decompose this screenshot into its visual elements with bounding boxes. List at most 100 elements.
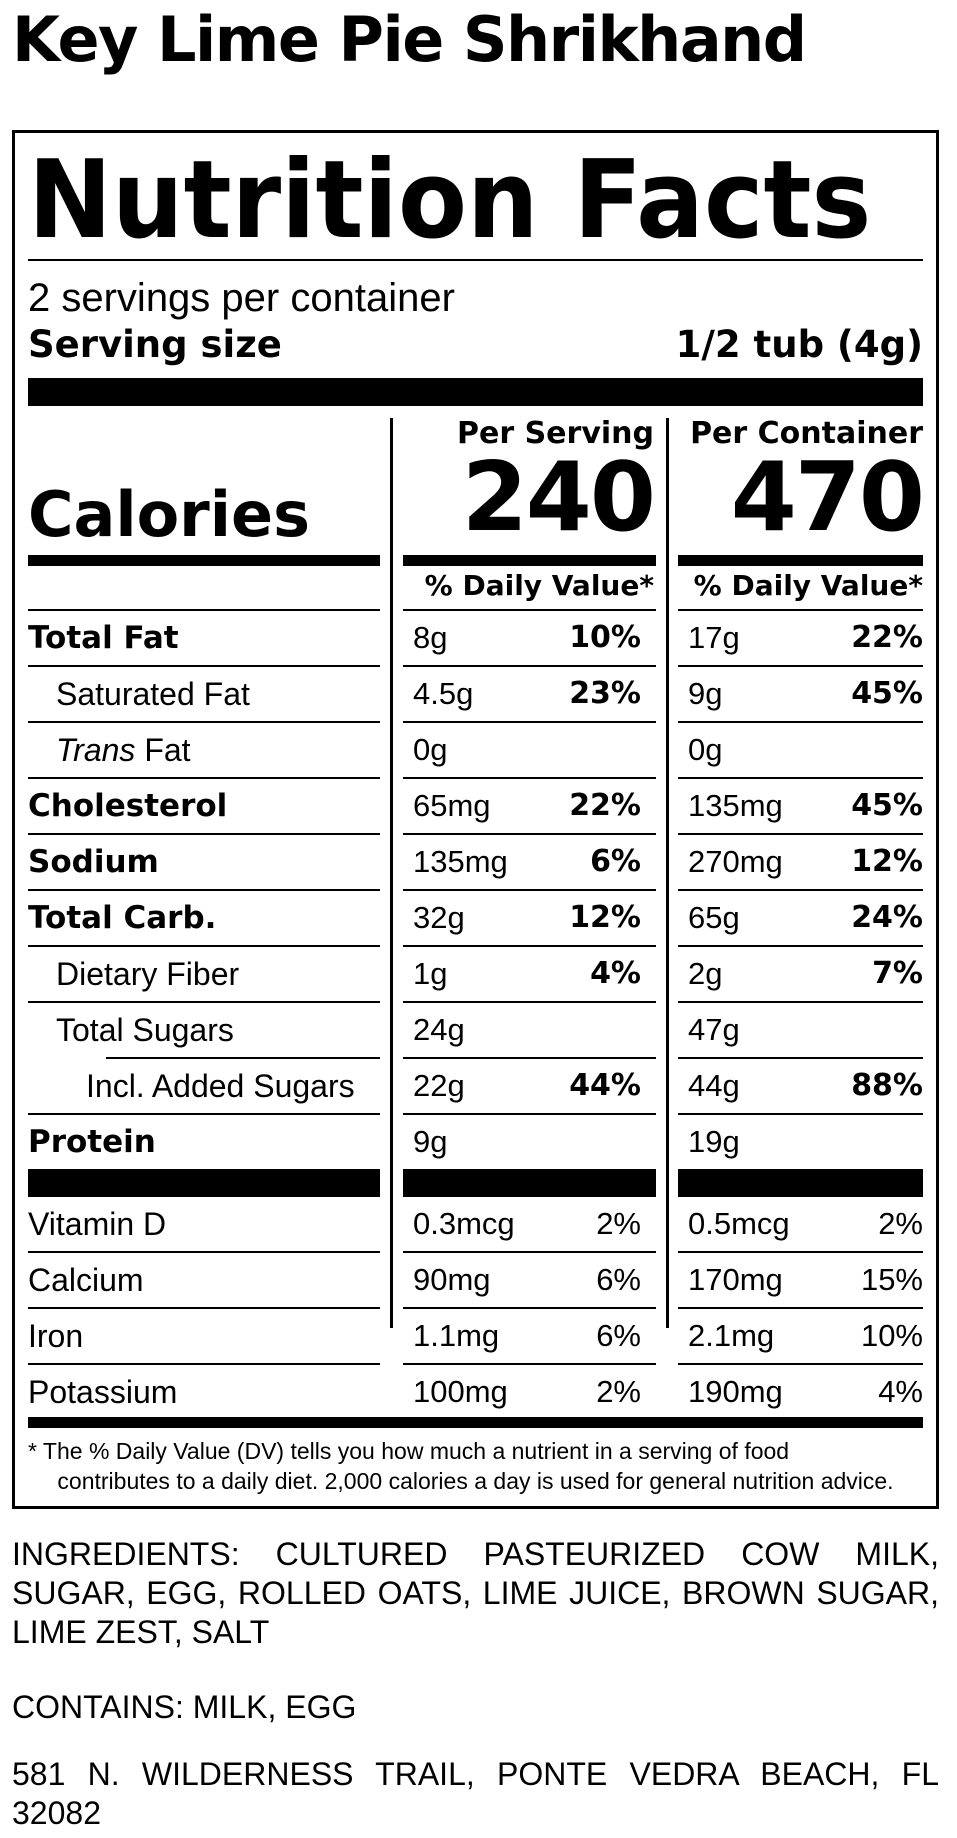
container-amount: 135mg (688, 788, 783, 823)
trans-rest: Fat (135, 732, 191, 768)
serving-daily-value: 6% (590, 844, 641, 879)
vitamins-thick-divider (28, 1169, 380, 1197)
dv-rule-1 (28, 609, 380, 611)
column-separator-2 (666, 418, 669, 1328)
nutrient-row-saturated-fat: Saturated Fat 4.5g 23% 9g 45% (28, 667, 923, 721)
vitamin-row-iron: Iron 1.1mg 6% 2.1mg 10% (28, 1309, 923, 1363)
serving-daily-value: 12% (569, 900, 641, 935)
nutrient-name: Protein (28, 1124, 156, 1160)
row-divider (678, 889, 923, 891)
row-divider (403, 945, 656, 947)
row-divider (28, 945, 380, 947)
container-amount: 270mg (688, 844, 783, 879)
container-daily-value: 45% (851, 676, 923, 711)
vitamins-thick-divider (678, 1169, 923, 1197)
container-amount: 0g (688, 732, 723, 767)
container-amount: 170mg (688, 1262, 783, 1297)
container-amount: 47g (688, 1012, 740, 1047)
serving-amount: 22g (413, 1068, 465, 1103)
container-daily-value: 24% (851, 900, 923, 935)
nutrient-row-trans-fat: Trans Fat 0g 0g (28, 723, 923, 777)
nutrient-name: Total Sugars (56, 1012, 234, 1048)
manufacturer-address: 581 N. WILDERNESS TRAIL, PONTE VEDRA BEA… (12, 1756, 939, 1831)
serving-amount: 135mg (413, 844, 508, 879)
vitamin-row-calcium: Calcium 90mg 6% 170mg 15% (28, 1253, 923, 1307)
row-divider (403, 665, 656, 667)
calories-per-serving: 240 (461, 443, 656, 553)
calories-rule-2 (403, 555, 656, 566)
row-divider (678, 833, 923, 835)
row-divider (28, 1001, 380, 1003)
container-daily-value: 22% (851, 620, 923, 655)
row-divider (403, 1307, 656, 1309)
daily-value-header-serving: % Daily Value* (424, 569, 654, 602)
dv-rule-3 (678, 609, 923, 611)
row-divider (678, 721, 923, 723)
product-title: Key Lime Pie Shrikhand (12, 3, 807, 76)
serving-daily-value: 23% (569, 676, 641, 711)
serving-amount: 0.3mcg (413, 1206, 515, 1241)
serving-amount: 1g (413, 956, 448, 991)
trans-italic: Trans (56, 732, 136, 768)
calories-label: Calories (28, 478, 310, 551)
vitamin-name: Iron (28, 1318, 84, 1354)
daily-value-header-container: % Daily Value* (693, 569, 923, 602)
calories-rule-3 (678, 555, 923, 566)
serving-daily-value: 2% (596, 1206, 641, 1241)
nutrient-row-total-fat: Total Fat 8g 10% 17g 22% (28, 611, 923, 665)
row-divider (678, 1001, 923, 1003)
serving-amount: 24g (413, 1012, 465, 1047)
serving-amount: 0g (413, 732, 448, 767)
vitamin-row-vitamin-d: Vitamin D 0.3mcg 2% 0.5mcg 2% (28, 1197, 923, 1251)
allergen-statement: CONTAINS: MILK, EGG (12, 1689, 357, 1725)
calories-per-container: 470 (730, 443, 925, 553)
row-divider (106, 1057, 380, 1059)
nutrient-name: Total Fat (28, 620, 179, 656)
serving-size-value: 1/2 tub (4g) (675, 323, 923, 366)
nutrient-row-added-sugars: Incl. Added Sugars 22g 44% 44g 88% (28, 1059, 923, 1113)
row-divider (28, 721, 380, 723)
ingredients-statement: INGREDIENTS: CULTURED PASTEURIZED COW MI… (12, 1536, 939, 1650)
serving-daily-value: 4% (590, 956, 641, 991)
footnote-divider (28, 1417, 923, 1428)
row-divider (28, 777, 380, 779)
row-divider (403, 833, 656, 835)
row-divider (403, 777, 656, 779)
vitamin-name: Potassium (28, 1374, 178, 1410)
dv-rule-2 (403, 609, 656, 611)
container-amount: 2g (688, 956, 723, 991)
row-divider (28, 1307, 380, 1309)
row-divider (403, 1113, 656, 1115)
row-divider (403, 1001, 656, 1003)
nutrient-row-total-carb: Total Carb. 32g 12% 65g 24% (28, 891, 923, 945)
nutrition-facts-title: Nutrition Facts (28, 138, 872, 263)
servings-per-container: 2 servings per container (28, 276, 455, 320)
serving-amount: 4.5g (413, 676, 474, 711)
serving-daily-value: 10% (569, 620, 641, 655)
nutrient-row-total-sugars: Total Sugars 24g 47g (28, 1003, 923, 1057)
row-divider (678, 1251, 923, 1253)
serving-daily-value: 2% (596, 1374, 641, 1409)
row-divider (403, 1251, 656, 1253)
column-separator-1 (390, 418, 393, 1328)
vitamin-name: Calcium (28, 1262, 144, 1298)
serving-daily-value: 22% (569, 788, 641, 823)
serving-amount: 9g (413, 1124, 448, 1159)
container-amount: 19g (688, 1124, 740, 1159)
title-divider (28, 259, 923, 261)
container-amount: 2.1mg (688, 1318, 775, 1353)
serving-amount: 65mg (413, 788, 491, 823)
row-divider (403, 889, 656, 891)
vitamin-row-potassium: Potassium 100mg 2% 190mg 4% (28, 1365, 923, 1419)
serving-amount: 8g (413, 620, 448, 655)
daily-value-footnote: * The % Daily Value (DV) tells you how m… (28, 1436, 923, 1496)
row-divider (403, 1363, 656, 1365)
container-daily-value: 7% (872, 956, 923, 991)
per-container-header: Per Container (690, 416, 923, 451)
serving-amount: 32g (413, 900, 465, 935)
container-amount: 0.5mcg (688, 1206, 790, 1241)
nutrient-row-dietary-fiber: Dietary Fiber 1g 4% 2g 7% (28, 947, 923, 1001)
container-amount: 17g (688, 620, 740, 655)
calories-rule-1 (28, 555, 380, 566)
row-divider (678, 1057, 923, 1059)
